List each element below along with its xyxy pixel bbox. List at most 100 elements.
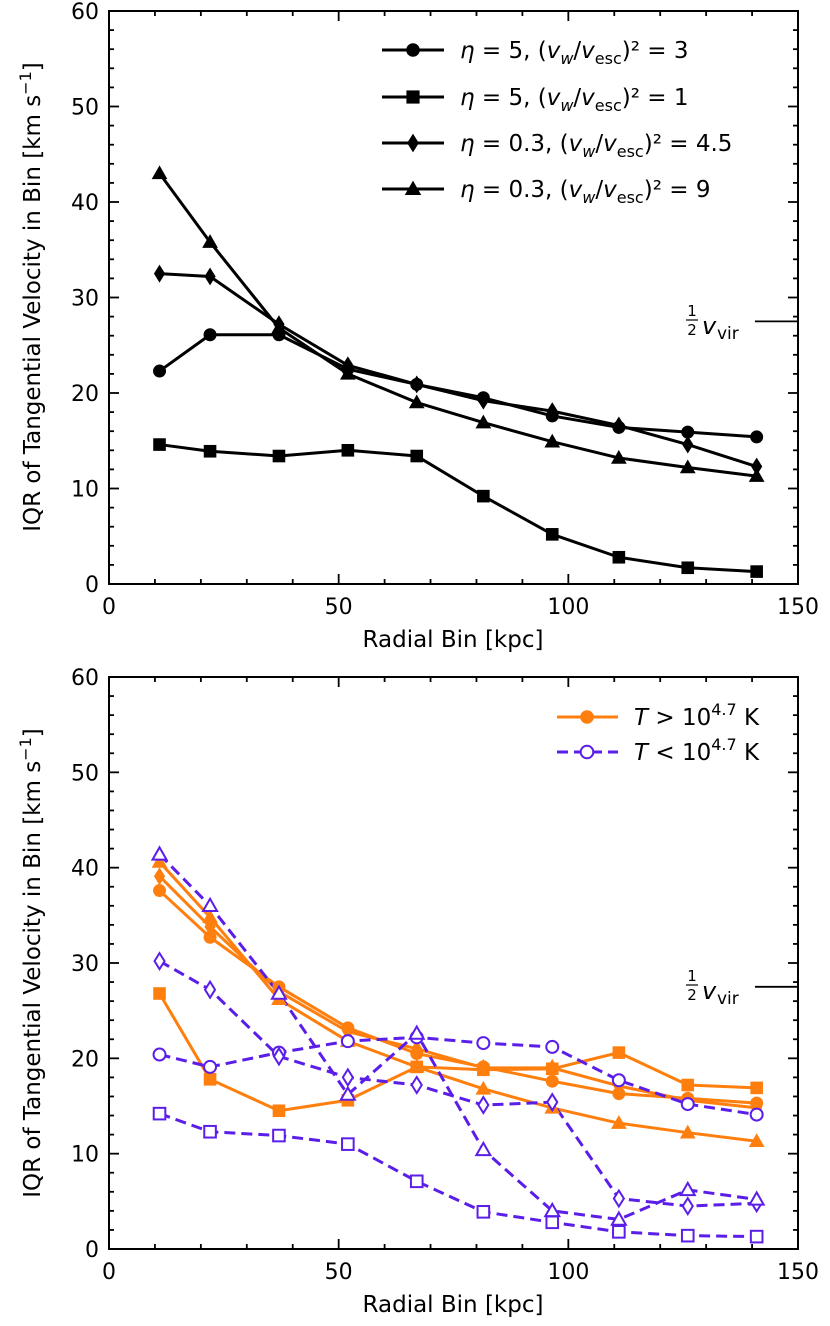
- top-y-tick-label: 0: [85, 573, 99, 598]
- bottom-data-point-square: [272, 1128, 286, 1143]
- bottom-data-point-square: [409, 1174, 424, 1189]
- top-data-point-triangle: [151, 165, 168, 180]
- bottom-data-point-diamond: [681, 1196, 694, 1216]
- bottom-y-tick-label: 50: [71, 761, 99, 786]
- bottom-data-point-square: [545, 1215, 560, 1230]
- bottom-series-line-square-open: [159, 1112, 757, 1239]
- bottom-data-point-triangle: [679, 1180, 697, 1197]
- bottom-data-point-triangle: [202, 909, 218, 923]
- bottom-x-axis-label: Radial Bin [kpc]: [363, 1292, 544, 1318]
- bottom-legend: T > 104.7 K T < 104.7 K: [557, 700, 760, 766]
- legend-circle-marker: [406, 43, 420, 57]
- bottom-data-point-triangle: [475, 1080, 492, 1095]
- svg-text:1: 1: [687, 967, 697, 985]
- legend-entry: T > 104.7 K: [557, 700, 760, 731]
- bottom-data-point-square: [612, 1046, 626, 1059]
- legend-triangle-marker: [404, 180, 422, 196]
- bottom-data-point-triangle: [408, 1058, 425, 1073]
- bottom-data-point-circle: [680, 1097, 695, 1112]
- bottom-data-point-circle: [545, 1039, 560, 1054]
- bottom-data-point-diamond: [546, 1092, 559, 1113]
- bottom-data-point-circle: [749, 1107, 764, 1122]
- top-data-point-circle: [750, 430, 764, 444]
- bottom-data-point-square: [203, 1073, 217, 1086]
- top-y-tick-label: 30: [71, 287, 99, 312]
- bottom-series-line-diamond: [158, 875, 757, 1110]
- legend-entry: η = 0.3, (vw/vesc)² = 4.5: [382, 131, 732, 161]
- svg-text:2: 2: [687, 986, 697, 1004]
- legend-label: η = 5, (vw/vesc)² = 1: [460, 85, 689, 115]
- bottom-data-point-diamond: [612, 1188, 626, 1209]
- top-series-line-circle: [158, 333, 757, 439]
- bottom-data-point-triangle: [474, 1140, 493, 1157]
- top-data-point-square: [203, 444, 217, 458]
- legend-label: T > 104.7 K: [634, 700, 760, 731]
- legend-label: η = 0.3, (vw/vesc)² = 4.5: [460, 131, 732, 161]
- top-data-point-triangle: [339, 365, 356, 380]
- legend-label: η = 0.3, (vw/vesc)² = 9: [460, 177, 710, 207]
- bottom-data-point-square: [750, 1081, 763, 1095]
- bottom-data-point-triangle: [339, 1085, 357, 1101]
- legend-entry: η = 0.3, (vw/vesc)² = 9: [382, 177, 710, 207]
- svg-text:2: 2: [687, 321, 697, 339]
- bottom-series-line-square: [158, 992, 757, 1113]
- svg-text:vir: vir: [717, 989, 739, 1009]
- top-x-axis-label: Radial Bin [kpc]: [363, 627, 544, 653]
- top-data-point-square: [681, 561, 695, 575]
- bottom-data-point-diamond: [477, 1095, 490, 1115]
- bottom-data-point-diamond: [477, 1058, 489, 1077]
- top-x-tick-label: 150: [777, 595, 819, 620]
- bottom-y-tick-label: 20: [71, 1047, 99, 1072]
- bottom-series-line-triangle-open: [158, 853, 757, 1221]
- bottom-data-point-diamond: [203, 979, 217, 1000]
- bottom-data-point-triangle: [270, 984, 288, 1000]
- bottom-data-point-triangle: [543, 1201, 561, 1218]
- bottom-y-tick-label: 40: [71, 857, 99, 882]
- bottom-series-line-circle: [158, 889, 757, 1105]
- bottom-data-point-square: [153, 987, 166, 1000]
- top-legend: η = 5, (vw/vesc)² = 3 η = 5, (vw/vesc)² =…: [382, 38, 732, 207]
- top-data-point-triangle: [544, 433, 561, 448]
- bottom-data-point-diamond: [153, 951, 166, 971]
- top-data-point-diamond: [682, 435, 694, 454]
- bottom-series-markers: [150, 845, 766, 1244]
- bottom-series-lines: [158, 853, 757, 1239]
- legend-circle-marker: [579, 744, 595, 760]
- bottom-data-point-circle: [340, 1034, 355, 1049]
- top-data-point-square: [750, 565, 763, 578]
- bottom-vvir-label: 1 2 v vir: [686, 967, 739, 1009]
- top-series-line-square: [159, 443, 757, 574]
- top-plot-frame: [108, 10, 799, 585]
- bottom-data-point-square: [680, 1228, 695, 1243]
- top-y-tick-label: 50: [71, 96, 99, 121]
- top-data-point-square: [153, 438, 166, 451]
- top-data-point-triangle: [271, 320, 287, 334]
- bottom-data-point-square: [749, 1229, 764, 1244]
- bottom-x-tick-label: 150: [777, 1260, 819, 1285]
- bottom-x-tick-label: 0: [102, 1260, 116, 1285]
- top-series-lines: [158, 172, 758, 574]
- svg-text:vir: vir: [717, 324, 739, 344]
- top-data-point-square: [612, 550, 626, 564]
- svg-text:1: 1: [687, 302, 697, 320]
- top-data-point-circle: [153, 364, 167, 378]
- bottom-data-point-triangle: [201, 896, 219, 913]
- bottom-data-point-diamond: [546, 1058, 558, 1077]
- bottom-data-point-circle: [545, 1074, 559, 1088]
- top-data-point-diamond: [546, 402, 558, 421]
- legend-entry: η = 5, (vw/vesc)² = 1: [382, 85, 689, 115]
- top-data-point-diamond: [153, 264, 166, 283]
- top-data-point-triangle: [610, 449, 627, 464]
- bottom-series-line-triangle: [158, 860, 757, 1143]
- top-data-point-diamond: [613, 416, 625, 435]
- legend-label: T < 104.7 K: [634, 735, 760, 766]
- bottom-x-tick-label: 100: [547, 1260, 589, 1285]
- bottom-y-axis-label: IQR of Tangential Velocity in Bin [km s−…: [16, 728, 46, 1198]
- bottom-y-tick-label: 60: [71, 666, 99, 691]
- top-y-tick-label: 40: [71, 191, 99, 216]
- top-y-tick-label: 10: [71, 478, 99, 503]
- top-y-axis-label: IQR of Tangential Velocity in Bin [km s−…: [16, 62, 46, 532]
